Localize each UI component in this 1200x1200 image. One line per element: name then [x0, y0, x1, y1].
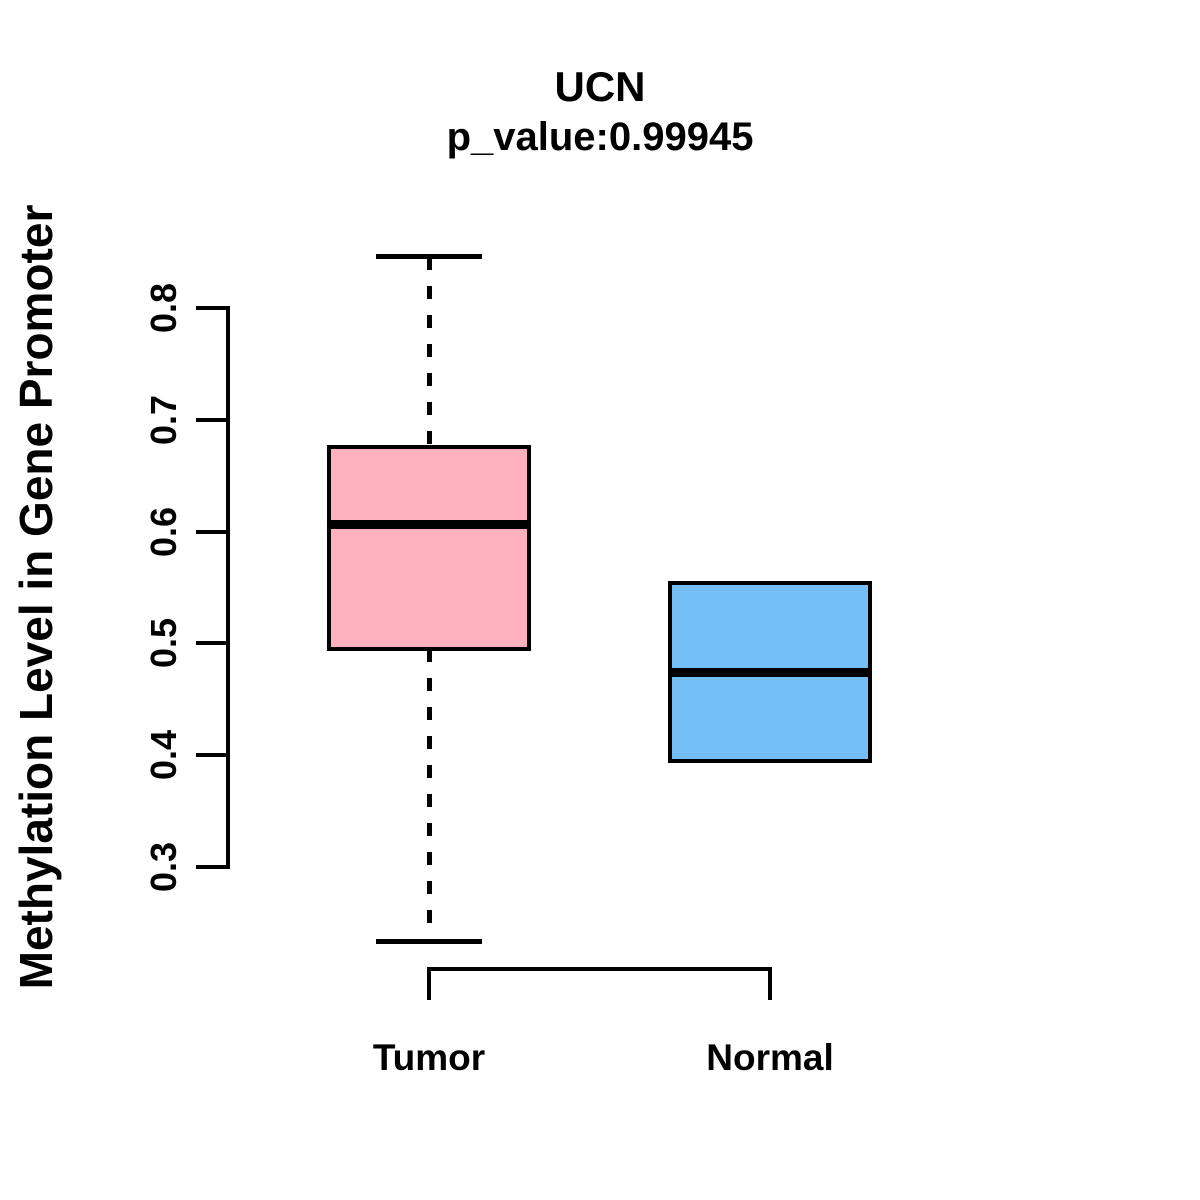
y-tick-label-0.4: 0.4	[143, 729, 184, 781]
y-tick-label-0.7: 0.7	[143, 394, 184, 446]
y-tick-0.3	[196, 865, 226, 869]
y-tick-label-0.6: 0.6	[143, 506, 184, 558]
whisker-cap-lower-tumor	[376, 939, 482, 944]
x-group-label-tumor: Tumor	[372, 1037, 486, 1078]
x-tick-tumor	[427, 967, 431, 1000]
median-normal	[668, 668, 872, 677]
y-tick-0.7	[196, 418, 226, 422]
median-tumor	[327, 520, 531, 529]
whisker-cap-upper-tumor	[376, 254, 482, 259]
chart-subtitle: p_value:0.99945	[446, 115, 754, 159]
y-tick-label-0.8: 0.8	[143, 282, 184, 334]
y-tick-0.6	[196, 530, 226, 534]
y-tick-label-0.3: 0.3	[143, 841, 184, 893]
y-axis-label: Methylation Level in Gene Promoter	[10, 204, 62, 990]
y-tick-0.8	[196, 306, 226, 310]
chart-title: UCN	[554, 63, 646, 110]
x-tick-normal	[768, 967, 772, 1000]
y-axis-line	[226, 306, 230, 869]
y-tick-0.5	[196, 641, 226, 645]
y-tick-label-0.5: 0.5	[143, 617, 184, 669]
x-axis-line	[427, 967, 772, 971]
x-group-label-normal: Normal	[706, 1037, 834, 1078]
box-tumor	[327, 445, 531, 651]
whisker-upper-tumor	[427, 257, 432, 447]
whisker-lower-tumor	[427, 649, 432, 942]
y-tick-0.4	[196, 753, 226, 757]
